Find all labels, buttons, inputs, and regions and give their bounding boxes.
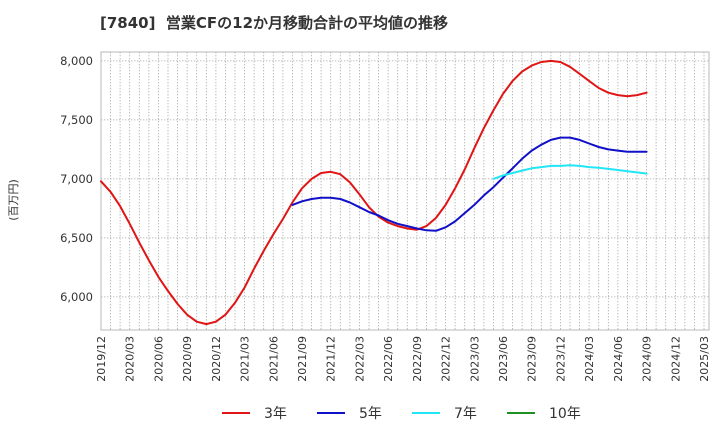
legend-item: 5年	[317, 406, 382, 422]
series-line-3	[492, 164, 648, 180]
x-tick-label: 2020/06	[152, 336, 165, 382]
x-tick-label: 2021/06	[267, 336, 280, 382]
x-tick-label: 2024/12	[669, 336, 682, 382]
x-tick-label: 2022/09	[411, 336, 424, 382]
legend-label: 10年	[549, 406, 581, 422]
x-tick-label: 2025/03	[698, 336, 711, 382]
legend: 3年 5年 7年 10年	[222, 406, 581, 422]
x-tick-label: 2020/12	[210, 336, 223, 382]
legend-item: 3年	[222, 406, 287, 422]
y-tick-label: 7,000	[60, 172, 93, 186]
x-tick-label: 2021/03	[239, 336, 252, 382]
x-tick-label: 2024/06	[612, 336, 625, 382]
y-axis-label: (百万円)	[7, 179, 20, 221]
x-axis: 2019/12 2020/03 2020/06 2020/09 2020/12 2021/…	[95, 336, 711, 382]
x-tick-label: 2019/12	[95, 336, 108, 382]
legend-label: 5年	[359, 406, 382, 422]
x-tick-label: 2023/06	[497, 336, 510, 382]
x-tick-label: 2020/03	[124, 336, 137, 382]
x-tick-label: 2023/09	[526, 336, 539, 382]
y-axis: 6,000 6,500 7,000 7,500 8,000	[60, 54, 93, 304]
x-tick-label: 2023/03	[468, 336, 481, 382]
y-tick-label: 6,000	[60, 290, 93, 304]
x-tick-label: 2022/03	[353, 336, 366, 382]
grid	[100, 52, 709, 330]
y-tick-label: 8,000	[60, 54, 93, 68]
y-tick-label: 7,500	[60, 113, 93, 127]
chart-title: [7840] 営業CFの12か月移動合計の平均値の推移	[100, 14, 448, 32]
plot-frame	[100, 51, 710, 331]
x-tick-label: 2022/12	[440, 336, 453, 382]
series-line-2	[291, 136, 648, 232]
legend-item: 7年	[412, 406, 477, 422]
series-lines	[100, 59, 648, 326]
x-tick-label: 2021/09	[296, 336, 309, 382]
legend-label: 7年	[454, 406, 477, 422]
legend-label: 3年	[264, 406, 287, 422]
series-line-1	[100, 59, 648, 326]
x-tick-label: 2022/06	[382, 336, 395, 382]
x-tick-label: 2021/12	[325, 336, 338, 382]
x-tick-label: 2020/09	[181, 336, 194, 382]
x-tick-label: 2024/09	[641, 336, 654, 382]
y-tick-label: 6,500	[60, 231, 93, 245]
legend-item: 10年	[507, 406, 581, 422]
x-tick-label: 2024/03	[583, 336, 596, 382]
x-tick-label: 2023/12	[554, 336, 567, 382]
